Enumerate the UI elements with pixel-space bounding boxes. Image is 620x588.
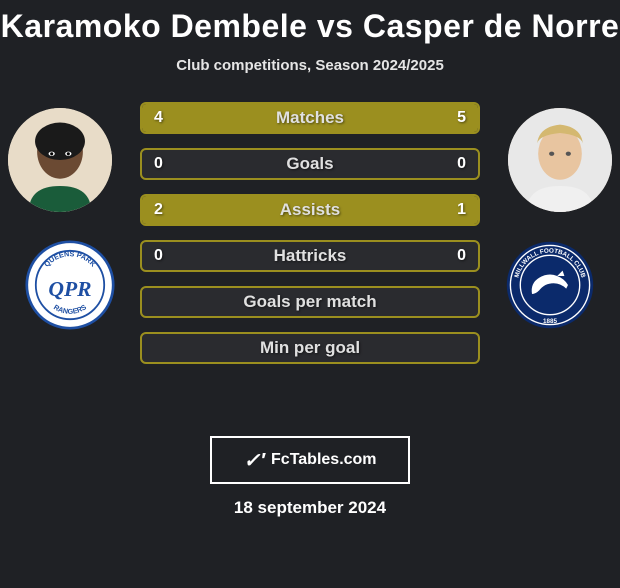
svg-text:QPR: QPR [48, 277, 91, 301]
comparison-content: QUEENS PARK RANGERS QPR MILLWALL FOOTBAL… [0, 102, 620, 432]
bar-value-right: 5 [457, 109, 466, 127]
bar-value-right: 1 [457, 201, 466, 219]
page-title: Karamoko Dembele vs Casper de Norre [0, 8, 620, 45]
bar-value-left: 2 [154, 201, 163, 219]
qpr-crest-icon: QUEENS PARK RANGERS QPR [25, 240, 115, 330]
bar-label: Matches [142, 108, 478, 128]
player-left-avatar [8, 108, 112, 212]
bar-label: Goals [142, 154, 478, 174]
avatar-left-icon [8, 108, 112, 212]
stat-bar: Goals per match [140, 286, 480, 318]
stat-bar: Assists2 1 [140, 194, 480, 226]
bar-value-right: 0 [457, 247, 466, 265]
player-right-avatar [508, 108, 612, 212]
watermark: ✓′ FcTables.com [210, 436, 410, 484]
bar-value-right: 0 [457, 155, 466, 173]
stat-bar: Min per goal [140, 332, 480, 364]
club-right-crest: MILLWALL FOOTBALL CLUB 1885 [505, 240, 595, 330]
date: 18 september 2024 [0, 498, 620, 518]
bar-value-left: 0 [154, 247, 163, 265]
watermark-icon: ✓′ [243, 448, 265, 473]
stat-bars: Matches45Goals00Assists21Hattricks00Goal… [140, 102, 480, 378]
svg-text:1885: 1885 [543, 318, 558, 325]
stat-bar: Matches4 5 [140, 102, 480, 134]
bar-label: Min per goal [142, 338, 478, 358]
watermark-text: FcTables.com [271, 451, 377, 469]
stat-bar: Hattricks0 0 [140, 240, 480, 272]
bar-label: Assists [142, 200, 478, 220]
bar-value-left: 0 [154, 155, 163, 173]
bar-label: Goals per match [142, 292, 478, 312]
avatar-right-icon [508, 108, 612, 212]
bar-value-left: 4 [154, 109, 163, 127]
millwall-crest-icon: MILLWALL FOOTBALL CLUB 1885 [505, 240, 595, 330]
subtitle: Club competitions, Season 2024/2025 [0, 57, 620, 74]
stat-bar: Goals0 0 [140, 148, 480, 180]
club-left-crest: QUEENS PARK RANGERS QPR [25, 240, 115, 330]
bar-label: Hattricks [142, 246, 478, 266]
